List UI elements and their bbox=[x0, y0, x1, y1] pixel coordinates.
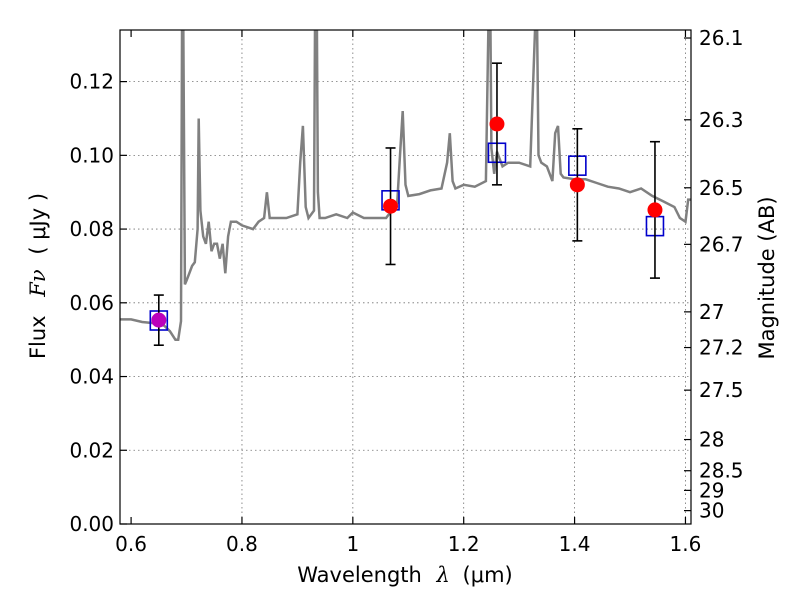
y-tick-label: 0.08 bbox=[69, 217, 114, 241]
magnitude-tick-label: 26.5 bbox=[699, 176, 744, 200]
magnitude-tick-label: 28 bbox=[699, 428, 724, 452]
x-tick-label: 0.8 bbox=[226, 532, 258, 556]
magnitude-tick-label: 30 bbox=[699, 499, 724, 523]
y-tick-label: 0.12 bbox=[69, 70, 114, 94]
x-tick-label: 1.6 bbox=[670, 532, 702, 556]
observed-flux-point bbox=[647, 202, 663, 218]
magnitude-axis-title: Magnitude (AB) bbox=[755, 196, 779, 359]
x-tick-label: 1.2 bbox=[448, 532, 480, 556]
magnitude-tick-label: 26.1 bbox=[699, 26, 744, 50]
magnitude-tick-label: 28.5 bbox=[699, 459, 744, 483]
model-spectrum-line bbox=[120, 30, 691, 341]
y-tick-label: 0.04 bbox=[69, 365, 114, 389]
y-tick-label: 0.02 bbox=[69, 438, 114, 462]
magnitude-tick-label: 27.5 bbox=[699, 378, 744, 402]
observed-points bbox=[151, 116, 663, 328]
y-tick-label: 0.06 bbox=[69, 291, 114, 315]
observed-flux-point bbox=[569, 177, 585, 193]
plot-frame bbox=[119, 29, 692, 525]
grid-lines bbox=[120, 30, 691, 524]
observed-flux-point bbox=[151, 312, 167, 328]
x-tick-label: 1 bbox=[346, 532, 359, 556]
x-axis-ticks: 0.6 0.8 1 1.2 1.4 1.6 bbox=[115, 30, 701, 556]
magnitude-tick-label: 26.3 bbox=[699, 108, 744, 132]
y-tick-label: 0.10 bbox=[69, 143, 114, 167]
y-tick-label: 0.00 bbox=[69, 512, 114, 536]
x-axis-title: Wavelength λ (μm) bbox=[297, 563, 512, 587]
observed-flux-point bbox=[383, 198, 399, 214]
y-axis-title: Flux Fν ( μJy ) bbox=[26, 193, 50, 359]
observed-flux-point bbox=[489, 116, 505, 132]
magnitude-tick-label: 27.2 bbox=[699, 336, 744, 360]
y-axis-ticks: 0.00 0.02 0.04 0.06 0.08 0.10 0.12 bbox=[69, 70, 127, 536]
magnitude-tick-label: 29 bbox=[699, 478, 724, 502]
x-tick-label: 1.4 bbox=[559, 532, 591, 556]
x-tick-label: 0.6 bbox=[115, 532, 147, 556]
magnitude-tick-label: 27 bbox=[699, 300, 724, 324]
magnitude-tick-label: 26.7 bbox=[699, 232, 744, 256]
